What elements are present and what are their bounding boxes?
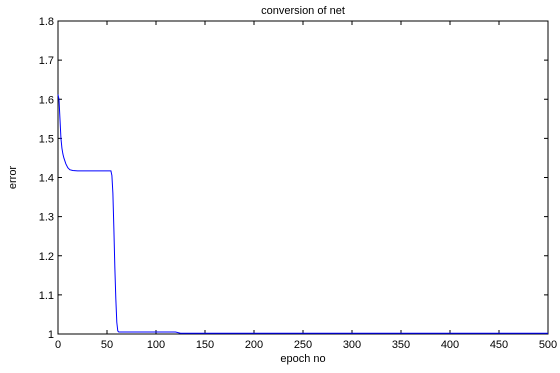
y-tick-label: 1.2 bbox=[39, 251, 54, 263]
y-tick-label: 1.4 bbox=[39, 173, 54, 185]
x-tick-label: 350 bbox=[392, 339, 410, 351]
x-tick-label: 150 bbox=[196, 339, 214, 351]
x-tick-label: 250 bbox=[294, 339, 312, 351]
y-tick-label: 1.3 bbox=[39, 212, 54, 224]
chart-title: conversion of net bbox=[261, 5, 345, 17]
y-tick-label: 1.7 bbox=[39, 55, 54, 67]
x-tick-label: 200 bbox=[245, 339, 263, 351]
y-axis-label: error bbox=[7, 166, 19, 190]
y-tick-label: 1.5 bbox=[39, 133, 54, 145]
y-tick-label: 1.1 bbox=[39, 290, 54, 302]
plot-area: 0 50 100 150 200 250 300 350 400 450 500 1 1.1 1.2 1.3… bbox=[39, 16, 557, 351]
y-tick-label: 1.8 bbox=[39, 16, 54, 28]
x-tick-label: 300 bbox=[343, 339, 361, 351]
series-line bbox=[57, 94, 548, 334]
y-tick-label: 1 bbox=[48, 329, 54, 341]
x-tick-label: 100 bbox=[147, 339, 165, 351]
y-tick-label: 1.6 bbox=[39, 94, 54, 106]
x-axis-label: epoch no bbox=[280, 353, 325, 365]
x-tick-label: 500 bbox=[539, 339, 557, 351]
x-tick-label: 400 bbox=[441, 339, 459, 351]
x-tick-label: 0 bbox=[55, 339, 61, 351]
x-tick-label: 50 bbox=[101, 339, 113, 351]
x-tick-label: 450 bbox=[490, 339, 508, 351]
